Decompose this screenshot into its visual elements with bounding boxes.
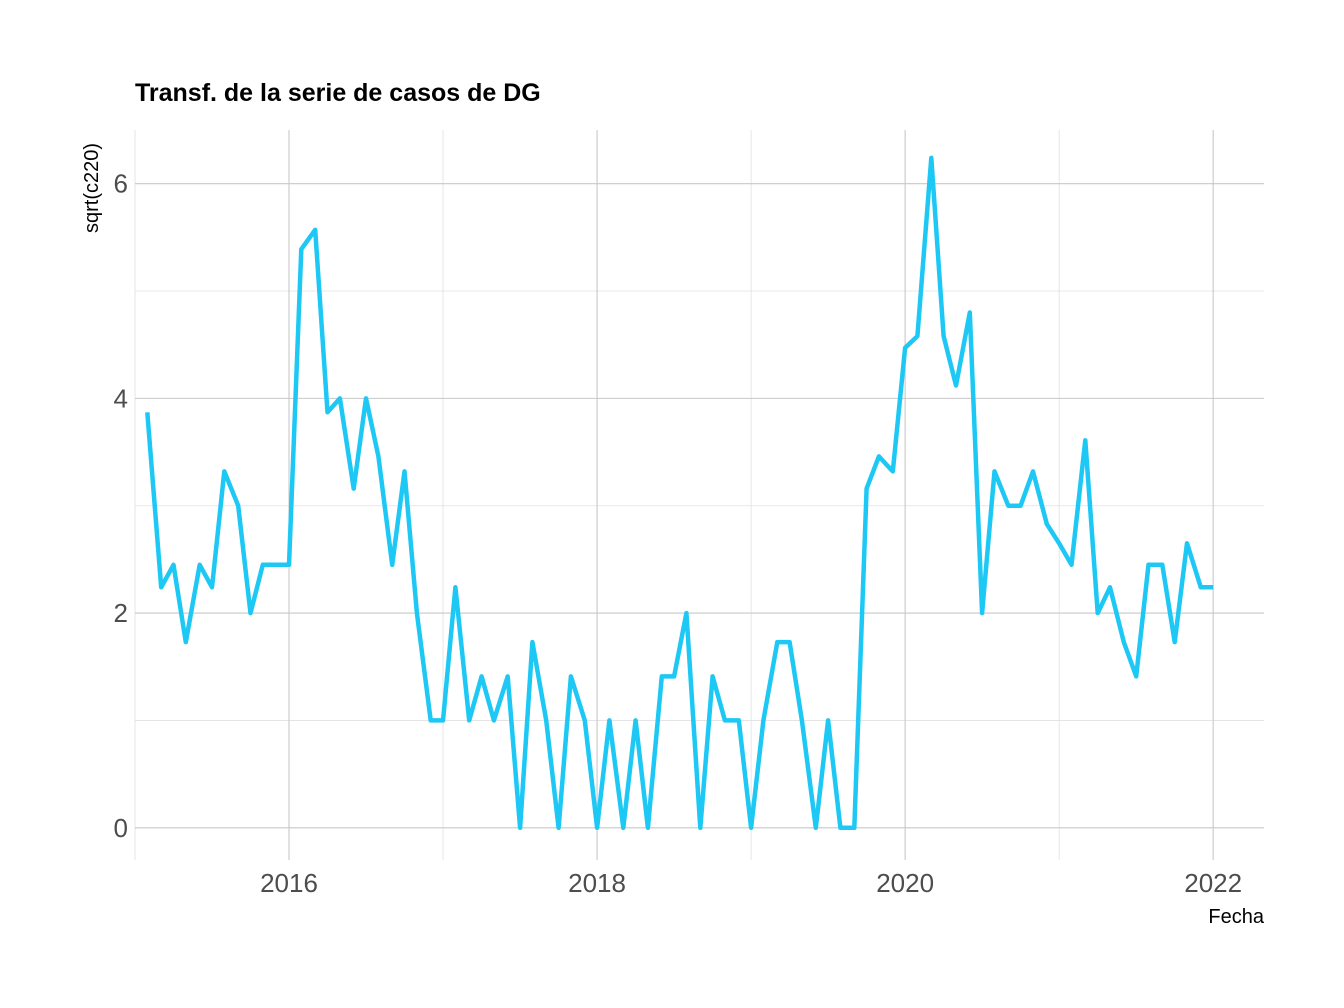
x-tick-label: 2022 <box>1184 868 1242 898</box>
chart-title: Transf. de la serie de casos de DG <box>135 79 541 107</box>
series-layer <box>145 155 1214 831</box>
x-axis-label: Fecha <box>1208 906 1264 928</box>
y-tick-label: 2 <box>114 598 128 628</box>
x-tick-label: 2016 <box>260 868 318 898</box>
series-line <box>145 155 1214 831</box>
y-tick-label: 4 <box>114 383 128 413</box>
y-tick-label: 0 <box>114 813 128 843</box>
minor-gridlines <box>134 130 1264 860</box>
y-tick-label: 6 <box>114 169 128 199</box>
x-tick-label: 2020 <box>876 868 934 898</box>
y-axis-label: sqrt(c220) <box>81 143 103 233</box>
x-tick-label: 2018 <box>568 868 626 898</box>
tick-labels: 2016 2018 2020 2022 0 2 4 6 <box>114 169 1243 898</box>
major-gridlines <box>135 130 1264 860</box>
